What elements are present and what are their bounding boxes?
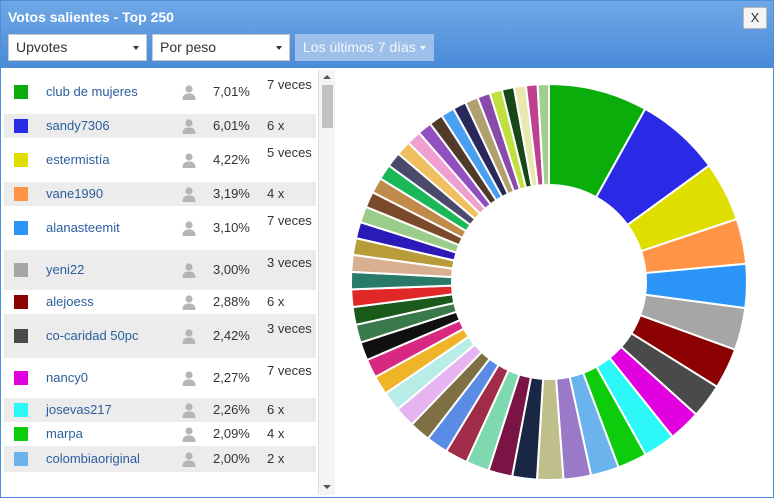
vote-percent: 2,00% [213,451,250,466]
user-icon[interactable] [181,152,197,168]
dialog-title: Votos salientes - Top 250 [8,9,174,25]
vote-percent: 7,01% [213,84,250,99]
user-icon[interactable] [181,118,197,134]
vote-count: 6 x [267,118,285,133]
vote-count: 2 x [267,451,285,466]
scrollbar-thumb[interactable] [322,85,333,128]
user-icon[interactable] [181,328,197,344]
voter-name-link[interactable]: alanasteemit [46,220,120,235]
voter-row: alanasteemit 3,10% 7 veces [4,206,316,250]
sort-mode-value: Por peso [160,39,217,55]
vote-percent: 6,01% [213,118,250,133]
vote-count: 7 veces [267,363,312,378]
voter-row: colombiaoriginal 2,00% 2 x [4,446,316,472]
vote-count: 6 x [267,402,285,417]
voter-list-scrollbar[interactable] [318,70,335,495]
vote-count: 7 veces [267,213,312,228]
vote-percent: 2,88% [213,294,250,309]
chevron-down-icon [133,46,139,50]
vote-type-select[interactable]: Upvotes [8,34,147,61]
user-icon[interactable] [181,451,197,467]
scroll-up-icon[interactable] [323,75,331,79]
voter-name-link[interactable]: alejoess [46,294,94,309]
legend-swatch [14,403,28,417]
legend-swatch [14,329,28,343]
voter-name-link[interactable]: yeni22 [46,262,85,277]
legend-swatch [14,295,28,309]
legend-swatch [14,187,28,201]
vote-count: 3 veces [267,255,312,270]
voter-row: club de mujeres 7,01% 7 veces [4,70,316,114]
voter-list: club de mujeres 7,01% 7 veces sandy7306 6,01… [4,70,316,495]
vote-count: 5 veces [267,145,312,160]
vote-percent: 2,26% [213,402,250,417]
period-value: Los últimos 7 días [303,39,416,55]
voter-row: co-caridad 50pc 2,42% 3 veces [4,314,316,358]
vote-count: 6 x [267,294,285,309]
voter-row: alejoess 2,88% 6 x [4,290,316,314]
legend-swatch [14,427,28,441]
voter-row: josevas217 2,26% 6 x [4,398,316,422]
user-icon[interactable] [181,426,197,442]
voter-name-link[interactable]: colombiaoriginal [46,451,140,466]
legend-swatch [14,371,28,385]
voter-name-link[interactable]: estermistía [46,152,110,167]
chevron-down-icon [276,46,282,50]
voter-row: yeni22 3,00% 3 veces [4,250,316,290]
voter-row: marpa 2,09% 4 x [4,422,316,446]
dialog-header: Votos salientes - Top 250 X Upvotes Por … [1,1,773,68]
votes-donut-chart [337,70,773,497]
voter-name-link[interactable]: marpa [46,426,83,441]
chevron-down-icon [420,46,426,50]
voter-name-link[interactable]: club de mujeres [46,84,138,99]
legend-swatch [14,119,28,133]
vote-count: 7 veces [267,77,312,92]
vote-percent: 3,19% [213,186,250,201]
voter-name-link[interactable]: co-caridad 50pc [46,328,139,343]
vote-count: 3 veces [267,321,312,336]
pie-slice[interactable] [536,82,550,187]
user-icon[interactable] [181,220,197,236]
sort-mode-select[interactable]: Por peso [152,34,290,61]
period-select: Los últimos 7 días [295,34,434,61]
vote-type-value: Upvotes [16,39,68,55]
vote-percent: 4,22% [213,152,250,167]
legend-swatch [14,85,28,99]
close-button[interactable]: X [743,7,767,29]
vote-percent: 2,42% [213,328,250,343]
vote-count: 4 x [267,426,285,441]
user-icon[interactable] [181,294,197,310]
voter-row: estermistía 4,22% 5 veces [4,138,316,182]
legend-swatch [14,452,28,466]
vote-percent: 2,27% [213,370,250,385]
vote-percent: 3,10% [213,220,250,235]
donut-chart-svg [350,82,748,481]
voter-name-link[interactable]: nancy0 [46,370,88,385]
legend-swatch [14,221,28,235]
voter-row: sandy7306 6,01% 6 x [4,114,316,138]
voter-row: vane1990 3,19% 4 x [4,182,316,206]
vote-percent: 2,09% [213,426,250,441]
user-icon[interactable] [181,84,197,100]
voter-name-link[interactable]: sandy7306 [46,118,110,133]
user-icon[interactable] [181,186,197,202]
vote-count: 4 x [267,186,285,201]
user-icon[interactable] [181,370,197,386]
voter-name-link[interactable]: josevas217 [46,402,112,417]
user-icon[interactable] [181,402,197,418]
legend-swatch [14,263,28,277]
voter-name-link[interactable]: vane1990 [46,186,104,201]
voter-row: nancy0 2,27% 7 veces [4,358,316,398]
user-icon[interactable] [181,262,197,278]
vote-percent: 3,00% [213,262,250,277]
scroll-down-icon[interactable] [323,485,331,489]
legend-swatch [14,153,28,167]
